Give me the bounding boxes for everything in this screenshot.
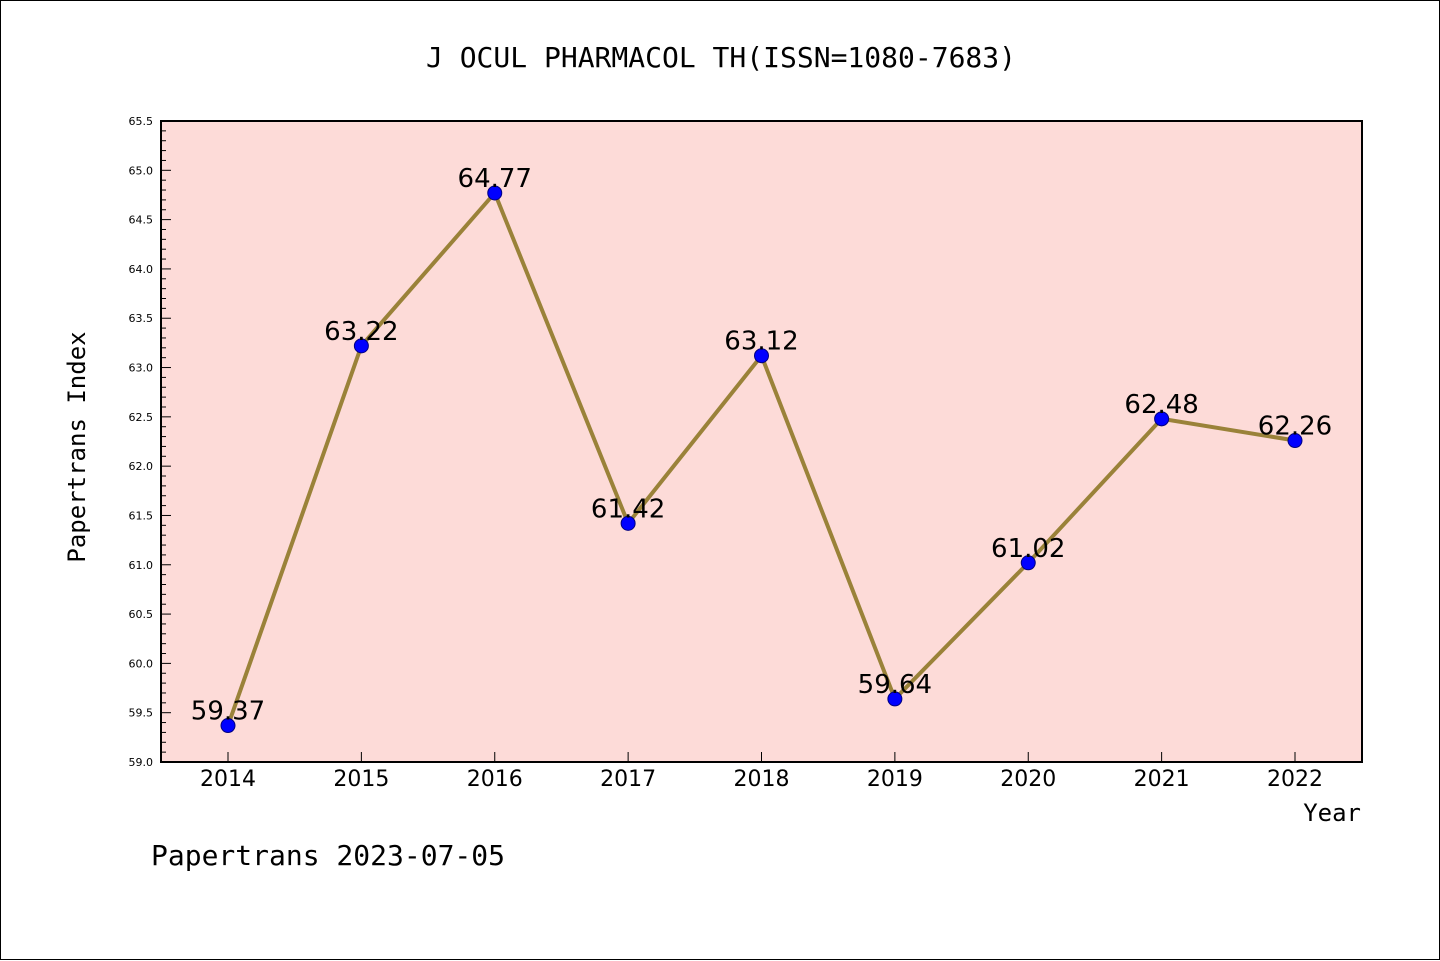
data-point	[487, 185, 503, 201]
y-tick-label: 60.0	[129, 657, 154, 670]
x-axis-label: Year	[1303, 799, 1361, 827]
y-tick-label: 62.0	[129, 460, 154, 473]
data-label: 62.48	[1124, 390, 1198, 420]
chart-title: J OCUL PHARMACOL TH(ISSN=1080-7683)	[426, 41, 1016, 74]
data-point	[754, 348, 769, 364]
data-label: 61.02	[991, 534, 1065, 564]
y-tick-label: 64.0	[129, 263, 154, 276]
plot-area	[160, 120, 1363, 763]
data-point	[220, 718, 236, 734]
x-tick-label: 2020	[1000, 767, 1056, 792]
data-label: 59.37	[191, 697, 265, 727]
y-tick-label: 61.5	[129, 509, 154, 522]
y-axis-label: Papertrans Index	[63, 331, 91, 562]
y-tick-label: 61.0	[129, 559, 154, 572]
x-tick-label: 2021	[1134, 767, 1190, 792]
data-label: 64.77	[458, 164, 532, 194]
y-tick-label: 65.0	[129, 164, 154, 177]
y-tick-label: 62.5	[129, 411, 154, 424]
y-tick-label: 64.5	[129, 214, 154, 227]
data-label: 62.26	[1258, 412, 1332, 442]
y-tick-label: 59.0	[129, 756, 154, 769]
data-point	[1154, 411, 1170, 427]
x-tick-label: 2014	[200, 767, 256, 792]
data-label: 59.64	[858, 670, 932, 700]
y-tick-label: 60.5	[129, 608, 154, 621]
data-point	[353, 338, 369, 354]
x-tick-label: 2017	[600, 767, 656, 792]
data-label: 63.12	[724, 327, 798, 357]
data-point	[620, 515, 636, 531]
y-tick-label: 63.5	[129, 312, 154, 325]
data-label: 63.22	[324, 317, 398, 347]
y-tick-label: 63.0	[129, 362, 154, 375]
y-tick-label: 65.5	[129, 115, 154, 128]
data-point	[1020, 555, 1036, 571]
x-tick-label: 2015	[333, 767, 389, 792]
x-tick-label: 2018	[734, 767, 790, 792]
x-tick-label: 2022	[1267, 767, 1323, 792]
data-labels: 59.37 63.22 64.77 61.42 63.12 59.64 61.02 62.48…	[191, 164, 1332, 727]
x-axis: 2014 2015 2016 2017 2018 2019 2020 2021 2022	[200, 752, 1323, 792]
x-tick-label: 2016	[467, 767, 523, 792]
y-tick-label: 59.5	[129, 707, 154, 720]
series-layer	[220, 185, 1303, 734]
footer-date: Papertrans 2023-07-05	[151, 839, 505, 872]
data-point	[887, 691, 903, 707]
data-label: 61.42	[591, 494, 665, 524]
x-tick-label: 2019	[867, 767, 923, 792]
data-point	[1287, 433, 1303, 449]
y-axis: 59.0 59.5 60.0 60.5 61.0 61.5 62.0 62.5 63.0 63.5…	[129, 115, 171, 769]
